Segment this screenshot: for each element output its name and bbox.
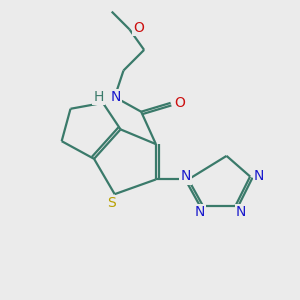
Text: N: N [180, 169, 190, 184]
Text: O: O [133, 21, 144, 35]
Text: N: N [254, 169, 264, 184]
Text: H: H [93, 90, 104, 104]
Text: O: O [174, 96, 185, 110]
Text: N: N [195, 205, 205, 219]
Text: N: N [111, 90, 121, 104]
Text: S: S [107, 196, 116, 210]
Text: N: N [236, 205, 247, 219]
